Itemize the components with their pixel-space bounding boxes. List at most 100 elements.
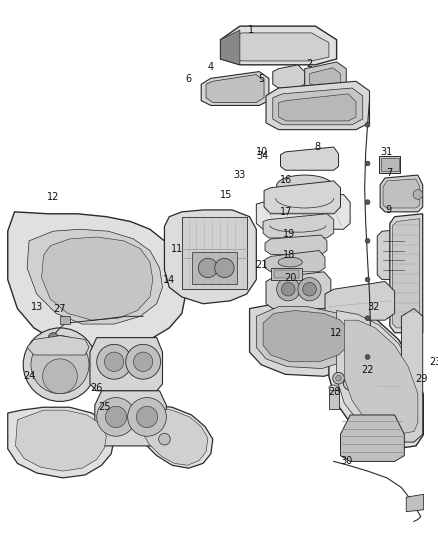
Circle shape	[365, 238, 370, 243]
Polygon shape	[15, 410, 106, 471]
Polygon shape	[27, 229, 162, 324]
Bar	[60, 316, 70, 324]
Polygon shape	[310, 68, 340, 87]
Polygon shape	[265, 251, 325, 272]
Bar	[271, 268, 302, 279]
Polygon shape	[182, 217, 247, 289]
Polygon shape	[280, 147, 339, 170]
Polygon shape	[264, 181, 340, 214]
Polygon shape	[344, 320, 418, 434]
Text: 30: 30	[340, 456, 353, 466]
Polygon shape	[279, 94, 356, 121]
Circle shape	[303, 282, 316, 296]
Circle shape	[365, 200, 370, 205]
Polygon shape	[90, 337, 162, 391]
Polygon shape	[266, 272, 331, 309]
Polygon shape	[191, 253, 237, 285]
Polygon shape	[329, 304, 424, 449]
Text: 12: 12	[329, 328, 342, 338]
Circle shape	[106, 406, 127, 427]
Circle shape	[159, 433, 170, 445]
Bar	[329, 388, 339, 409]
Text: 21: 21	[255, 260, 267, 270]
Polygon shape	[266, 81, 370, 130]
Polygon shape	[372, 373, 406, 399]
Circle shape	[198, 259, 218, 278]
Text: 20: 20	[284, 272, 297, 282]
Polygon shape	[265, 235, 327, 254]
Polygon shape	[201, 71, 269, 106]
Polygon shape	[250, 304, 366, 376]
Polygon shape	[263, 214, 334, 238]
Circle shape	[365, 161, 370, 166]
Text: 4: 4	[208, 62, 214, 72]
Text: 28: 28	[328, 387, 341, 397]
Bar	[381, 158, 399, 171]
Circle shape	[365, 354, 370, 359]
Polygon shape	[340, 415, 404, 462]
Circle shape	[97, 398, 135, 436]
Text: 31: 31	[381, 147, 393, 157]
Circle shape	[134, 352, 153, 372]
Text: 33: 33	[234, 170, 246, 180]
Text: 29: 29	[416, 374, 428, 384]
Ellipse shape	[278, 257, 302, 267]
Circle shape	[336, 375, 342, 381]
Circle shape	[23, 328, 97, 401]
Text: 22: 22	[361, 365, 374, 375]
Polygon shape	[406, 494, 424, 512]
Polygon shape	[325, 281, 395, 320]
Circle shape	[128, 398, 166, 436]
Text: 34: 34	[256, 151, 268, 161]
Polygon shape	[377, 229, 411, 279]
Text: 6: 6	[186, 74, 192, 84]
Circle shape	[365, 123, 370, 127]
Polygon shape	[206, 75, 264, 102]
Text: 16: 16	[280, 175, 293, 185]
Polygon shape	[390, 214, 423, 333]
Text: 5: 5	[258, 74, 264, 84]
Circle shape	[298, 278, 321, 301]
Circle shape	[413, 190, 423, 199]
Bar	[274, 270, 299, 278]
Polygon shape	[380, 175, 423, 212]
Text: 7: 7	[386, 168, 392, 178]
Text: 24: 24	[23, 372, 35, 381]
Polygon shape	[164, 210, 256, 304]
Text: 10: 10	[256, 147, 268, 157]
Ellipse shape	[343, 377, 363, 391]
Circle shape	[215, 259, 234, 278]
Polygon shape	[337, 311, 422, 442]
Circle shape	[105, 352, 124, 372]
Circle shape	[126, 344, 161, 379]
Circle shape	[365, 277, 370, 282]
Polygon shape	[95, 391, 166, 446]
Text: 9: 9	[386, 205, 392, 215]
Polygon shape	[131, 405, 213, 468]
Polygon shape	[42, 237, 153, 320]
Text: 25: 25	[98, 402, 111, 412]
Polygon shape	[401, 309, 423, 442]
Text: 2: 2	[307, 59, 313, 69]
Circle shape	[42, 359, 78, 394]
Bar	[379, 156, 400, 173]
Text: 14: 14	[163, 274, 175, 285]
Circle shape	[97, 344, 131, 379]
Circle shape	[31, 336, 89, 394]
Polygon shape	[221, 26, 337, 65]
Polygon shape	[383, 179, 420, 208]
Ellipse shape	[277, 175, 333, 196]
Text: 12: 12	[47, 192, 60, 203]
Polygon shape	[224, 33, 329, 61]
Text: 23: 23	[429, 357, 438, 367]
Polygon shape	[221, 30, 240, 65]
Polygon shape	[263, 311, 348, 362]
Text: 18: 18	[283, 251, 295, 261]
Text: 17: 17	[280, 207, 293, 217]
Text: 27: 27	[54, 304, 66, 313]
Text: 19: 19	[283, 229, 295, 239]
Polygon shape	[305, 62, 346, 91]
Polygon shape	[8, 407, 114, 478]
Ellipse shape	[329, 385, 339, 391]
Polygon shape	[8, 212, 186, 349]
